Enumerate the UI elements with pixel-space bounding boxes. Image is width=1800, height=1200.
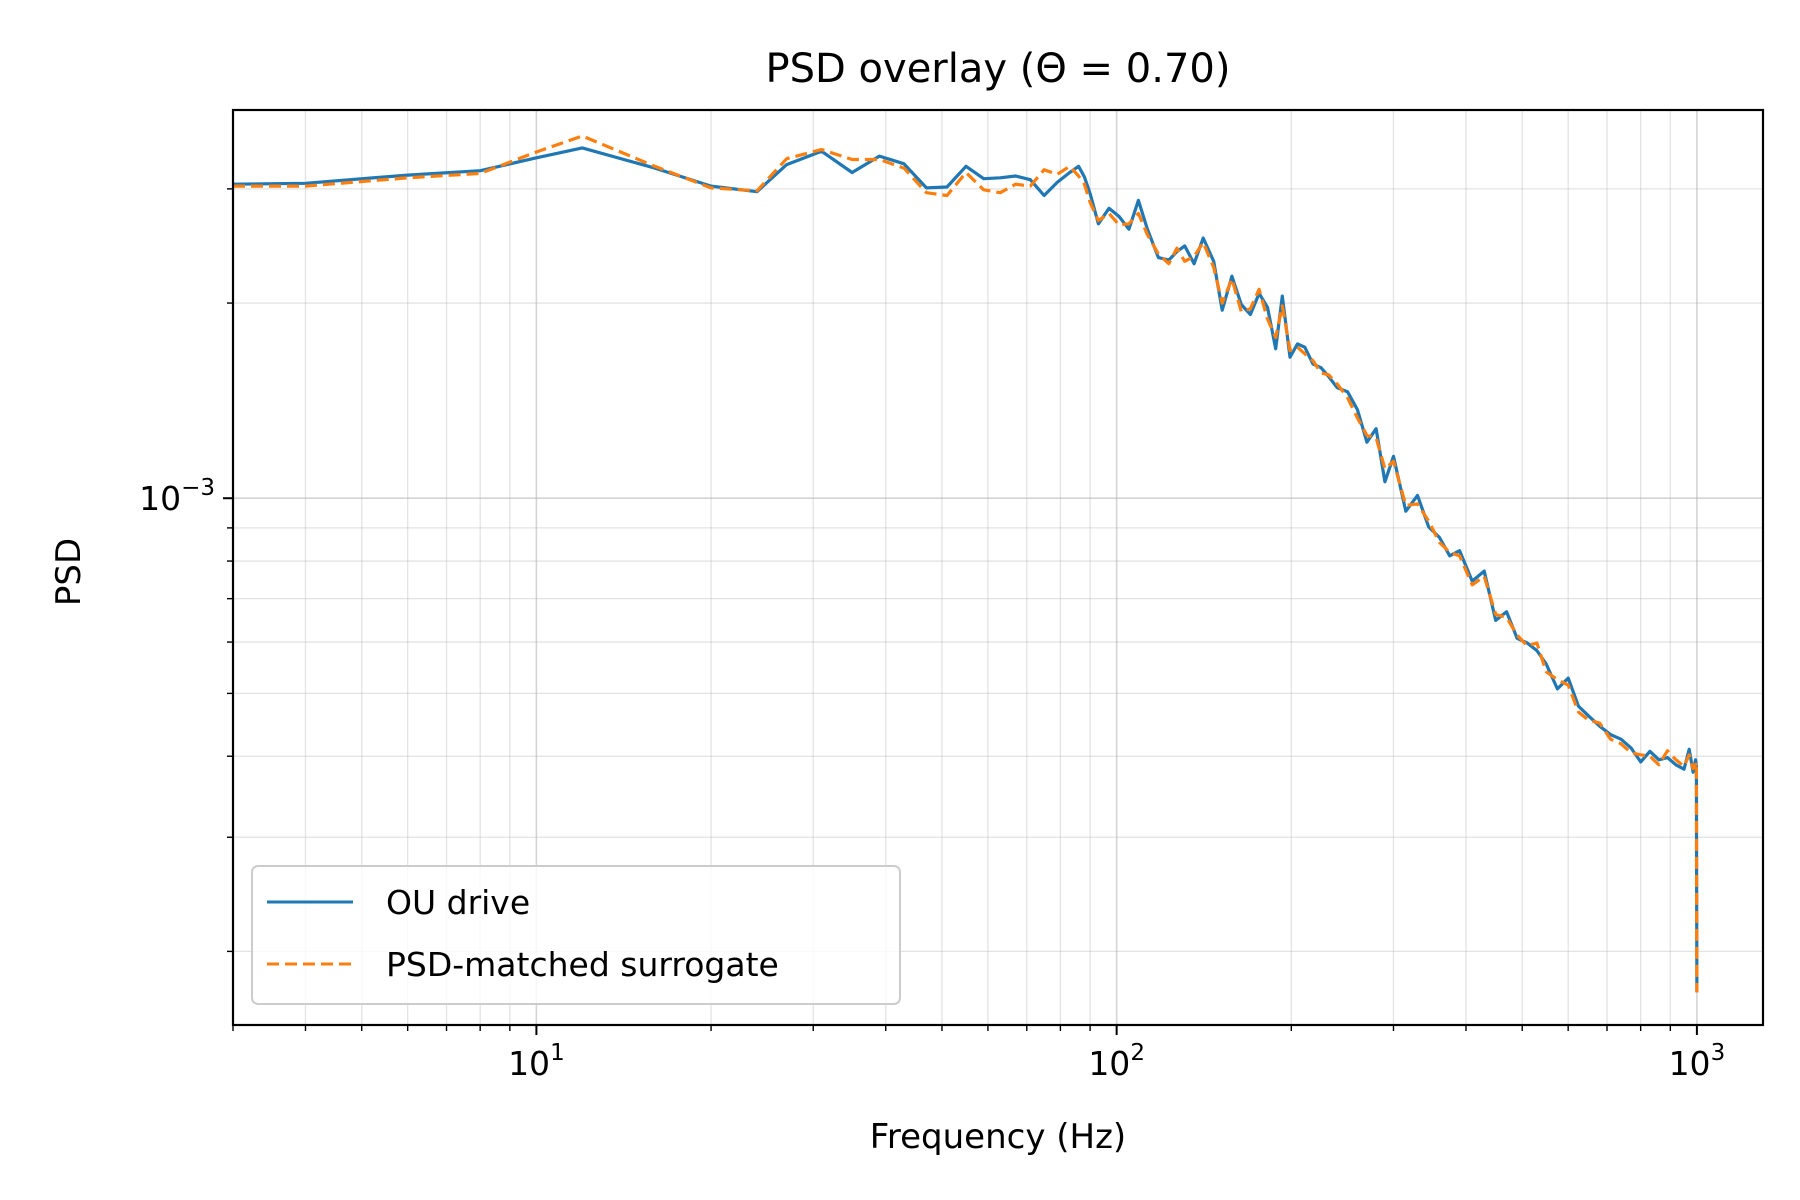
x-tick-label: 103 [1669, 1040, 1726, 1083]
series-psd-matched-surrogate [233, 134, 1699, 993]
y-axis-label: PSD [49, 538, 89, 606]
y-tick-label: 10−3 [139, 475, 215, 518]
x-tick-label: 102 [1088, 1040, 1145, 1083]
x-tick-label-exponent: 1 [550, 1040, 565, 1066]
legend-frame [251, 865, 901, 1005]
chart-title: PSD overlay (Θ = 0.70) [766, 46, 1231, 92]
x-tick-label-base: 10 [1088, 1044, 1130, 1083]
grid [232, 110, 1763, 1025]
series-layer [232, 134, 1699, 993]
y-tick-label-base: 10 [139, 479, 181, 518]
legend-label-ou-drive: OU drive [386, 883, 530, 922]
x-tick-label: 101 [508, 1040, 565, 1083]
x-tick-label-exponent: 2 [1130, 1040, 1145, 1066]
x-tick-label-base: 10 [1669, 1044, 1711, 1083]
legend: OU drive PSD-matched surrogate [251, 865, 901, 1005]
x-tick-label-exponent: 3 [1711, 1040, 1726, 1066]
x-axis-label: Frequency (Hz) [870, 1117, 1126, 1157]
x-tick-label-base: 10 [508, 1044, 550, 1083]
series-ou-drive [232, 146, 1699, 993]
legend-label-surrogate: PSD-matched surrogate [386, 945, 779, 984]
y-tick-label-exponent: −3 [181, 475, 215, 501]
plot-frame [231, 108, 1765, 1027]
